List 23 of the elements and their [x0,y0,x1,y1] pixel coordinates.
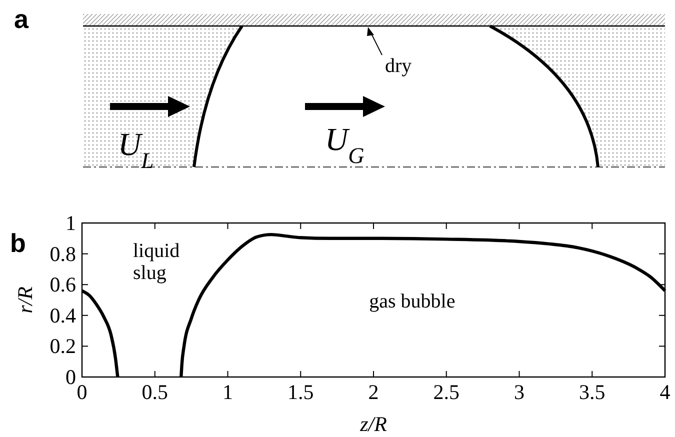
text: dry [385,55,412,77]
x-tick-label: 3 [514,380,524,404]
x-tick-label: 1 [222,380,233,404]
annotation: liquid slug [133,240,180,284]
x-tick-label: 2 [368,380,379,404]
x-tick-label: 0.5 [142,380,168,404]
y-tick-label: 0 [66,365,76,389]
y-tick-label: 1 [66,211,76,235]
y-tick-label: 0.2 [50,334,76,358]
x-tick-label: 3.5 [579,380,606,404]
x-axis-title: z/R [359,412,388,436]
y-tick-label: 0.8 [50,242,76,266]
x-tick-label: 2.5 [433,380,460,404]
y-tick-label: 0.4 [50,303,76,328]
x-tick-label: 4 [660,380,671,404]
text: a [14,4,29,34]
text: U$_{L}$ [118,126,154,172]
text: U$_{G}$ [325,121,364,168]
annotation: gas bubble [369,290,456,313]
chart-title: b [10,228,26,258]
x-tick-label: 1.5 [288,380,314,404]
y-axis-title: r/R [13,286,37,314]
y-tick-label: 0.6 [50,272,76,297]
